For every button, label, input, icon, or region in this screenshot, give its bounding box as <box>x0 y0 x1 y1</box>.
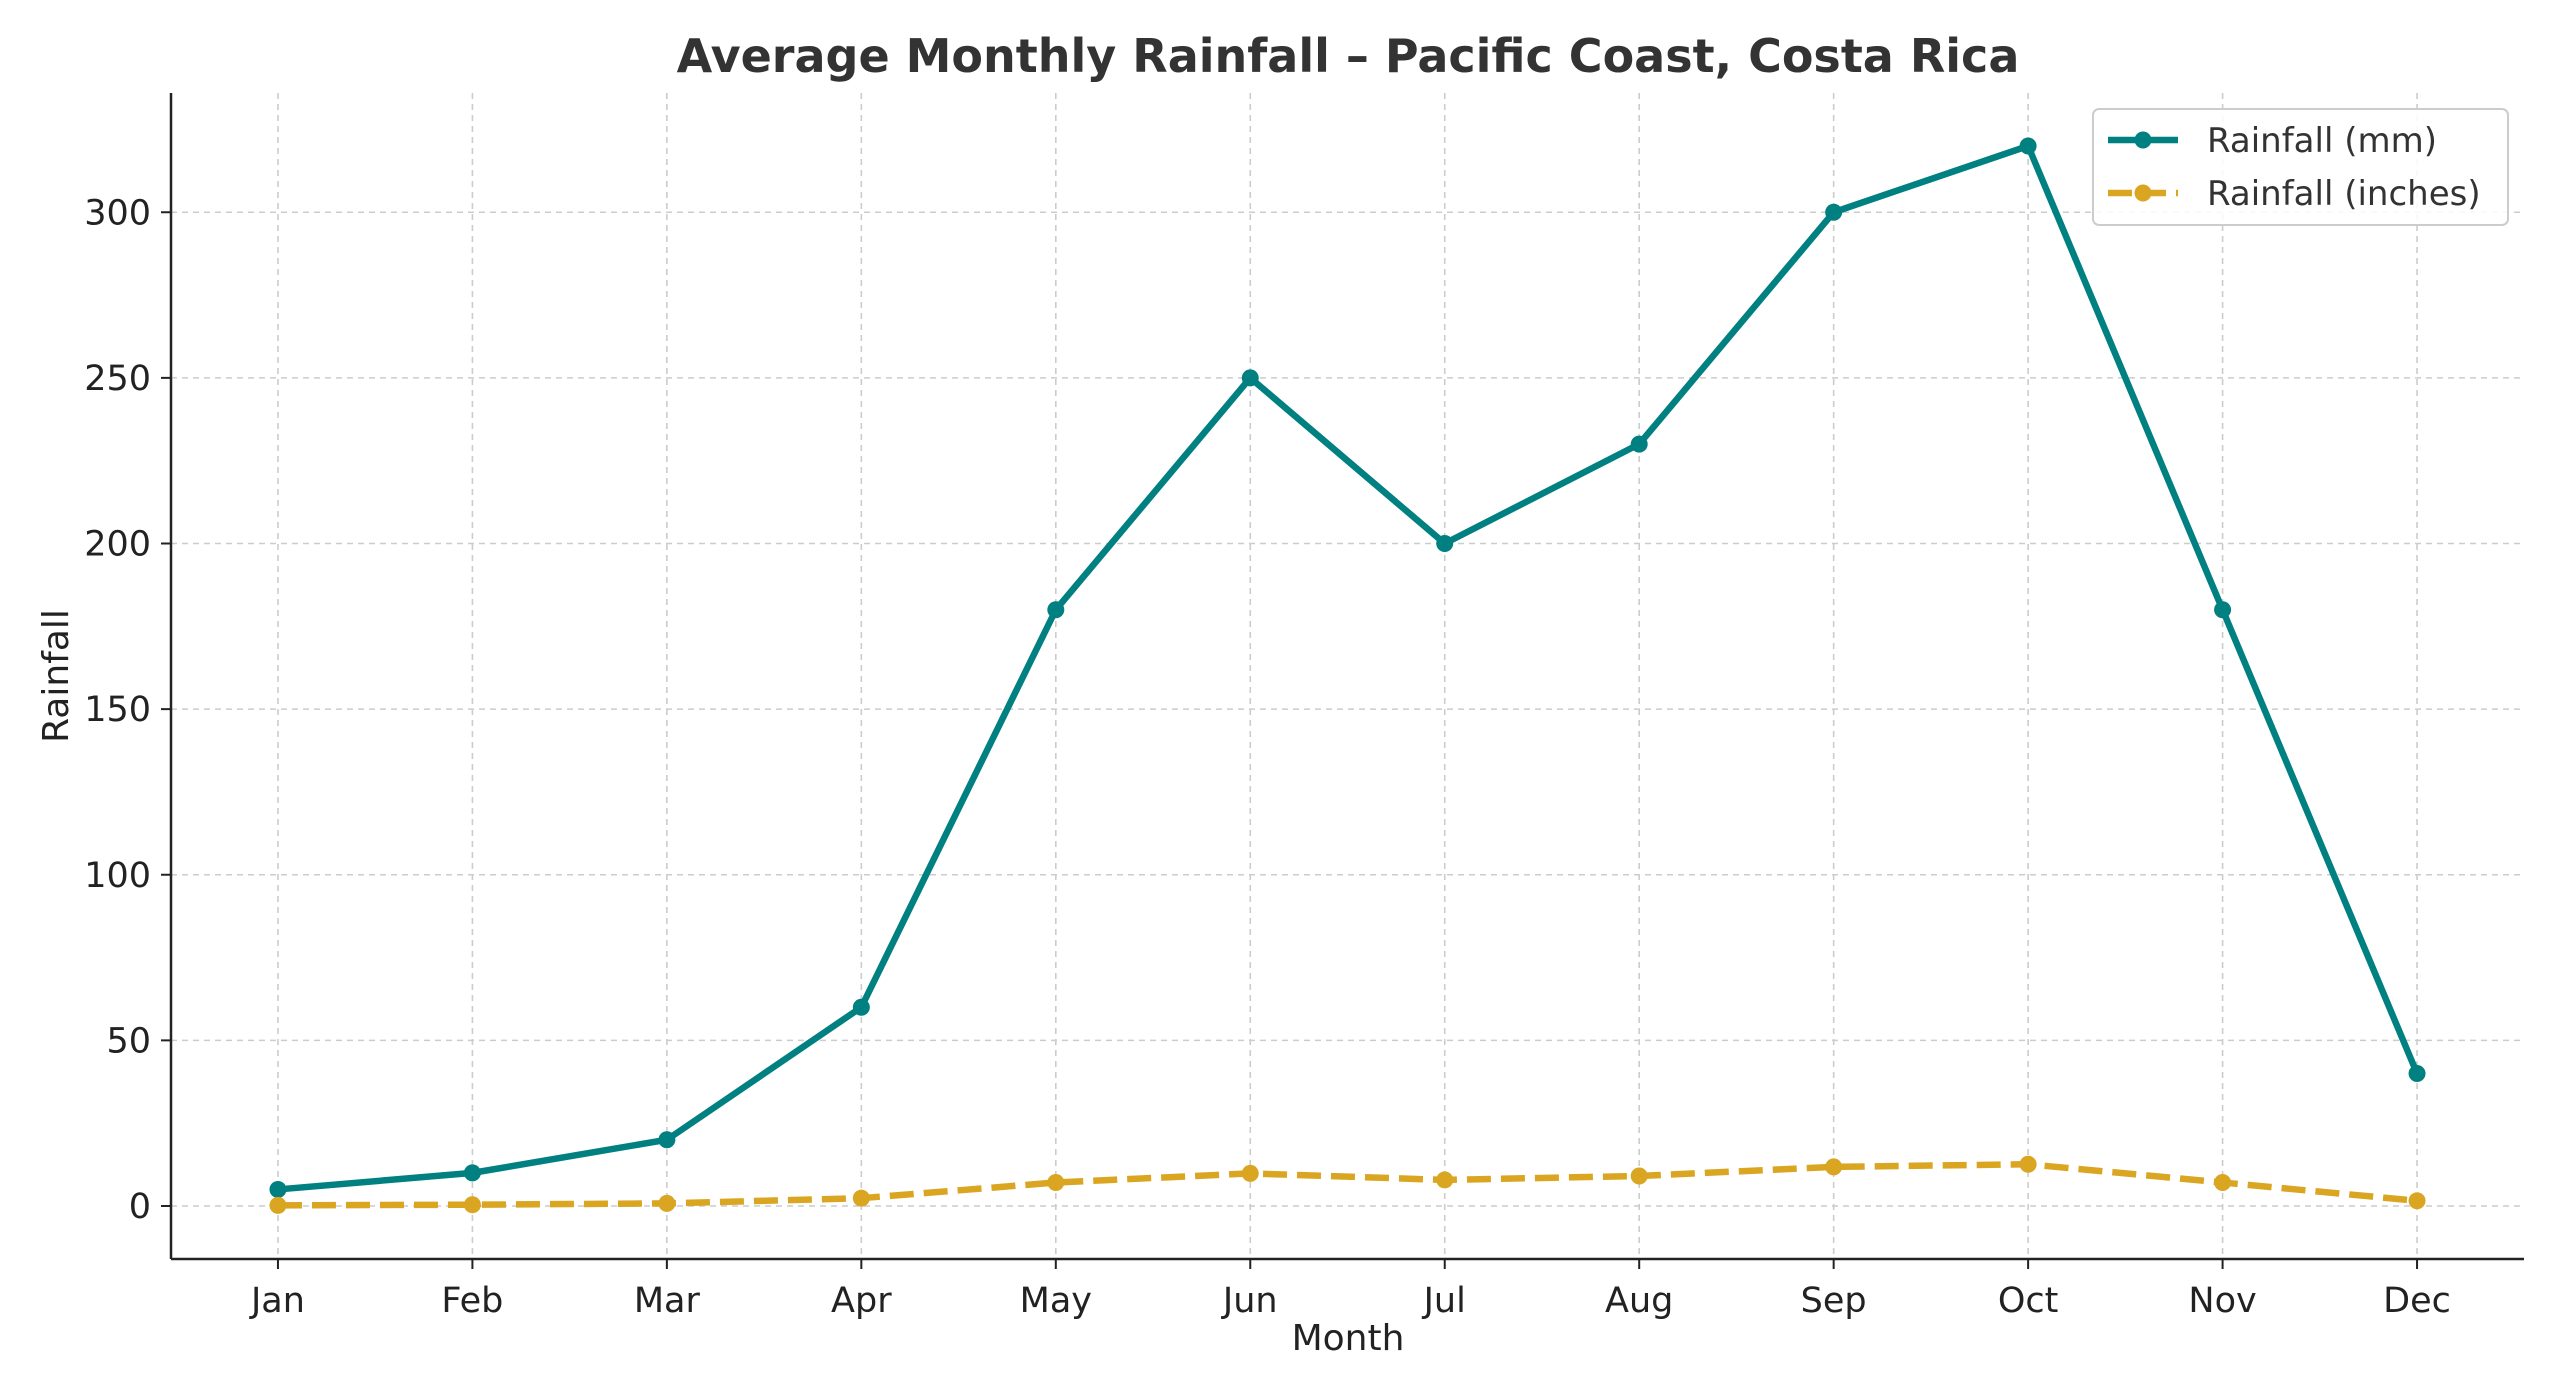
y-tick-label: 150 <box>84 690 151 730</box>
data-point <box>269 1180 287 1198</box>
x-tick-label: Oct <box>1998 1281 2059 1321</box>
y-tick-label: 50 <box>106 1021 151 1061</box>
data-point <box>2214 1174 2232 1192</box>
x-tick-label: Mar <box>634 1281 701 1321</box>
series-line <box>277 1161 2418 1209</box>
data-point <box>1825 1158 1843 1176</box>
data-point <box>658 1131 676 1149</box>
legend-box <box>2092 108 2509 226</box>
data-point <box>2019 1155 2037 1173</box>
x-tick-label: Apr <box>831 1281 892 1321</box>
x-tick-label: May <box>1020 1281 1092 1321</box>
series-line <box>277 142 2421 1193</box>
axes <box>169 93 2524 1261</box>
y-tick-label: 250 <box>84 359 151 399</box>
legend-label: Rainfall (inches) <box>2207 174 2481 214</box>
tick-labels: Jan Feb Mar Apr May Jun Jul Aug Sep Oct Nov Dec 0 50 1… <box>84 193 2451 1321</box>
x-tick-label: Feb <box>441 1281 503 1321</box>
data-point <box>1630 435 1648 453</box>
x-tick-label: Sep <box>1801 1281 1867 1321</box>
y-tick-label: 200 <box>84 525 151 565</box>
chart-title: Average Monthly Rainfall – Pacific Coast… <box>677 29 2020 83</box>
x-tick-label: Aug <box>1605 1281 1673 1321</box>
data-point <box>1436 1171 1454 1189</box>
legend-marker <box>2134 184 2152 202</box>
y-tick-label: 100 <box>84 856 151 896</box>
x-axis-label: Month <box>1292 1318 1405 1359</box>
data-point <box>2214 601 2232 619</box>
legend: Rainfall (mm) Rainfall (inches) <box>2092 108 2509 226</box>
series-layer <box>269 137 2426 1214</box>
data-point <box>2019 137 2037 155</box>
data-point <box>1047 1174 1065 1192</box>
data-point <box>2408 1192 2426 1210</box>
data-point <box>852 998 870 1016</box>
y-axis-label: Rainfall <box>36 609 77 743</box>
y-tick-label: 0 <box>129 1187 151 1227</box>
data-point <box>1047 601 1065 619</box>
data-point <box>463 1196 481 1214</box>
x-tick-label: Jun <box>1221 1281 1278 1321</box>
data-point <box>269 1196 287 1214</box>
data-point <box>1241 369 1259 387</box>
x-tick-label: Jul <box>1422 1281 1466 1321</box>
x-tick-label: Dec <box>2383 1281 2451 1321</box>
data-point <box>1630 1167 1648 1185</box>
data-point <box>463 1164 481 1182</box>
x-tick-label: Nov <box>2188 1281 2256 1321</box>
data-point <box>1825 203 1843 221</box>
legend-label: Rainfall (mm) <box>2207 121 2437 161</box>
data-point <box>1436 535 1454 552</box>
x-tick-label: Jan <box>249 1281 305 1321</box>
data-point <box>1241 1164 1259 1182</box>
data-point <box>658 1194 676 1212</box>
data-point <box>2408 1065 2426 1082</box>
y-tick-label: 300 <box>84 193 151 233</box>
data-point <box>852 1189 870 1207</box>
grid <box>171 93 2524 1259</box>
legend-marker <box>2134 131 2152 149</box>
